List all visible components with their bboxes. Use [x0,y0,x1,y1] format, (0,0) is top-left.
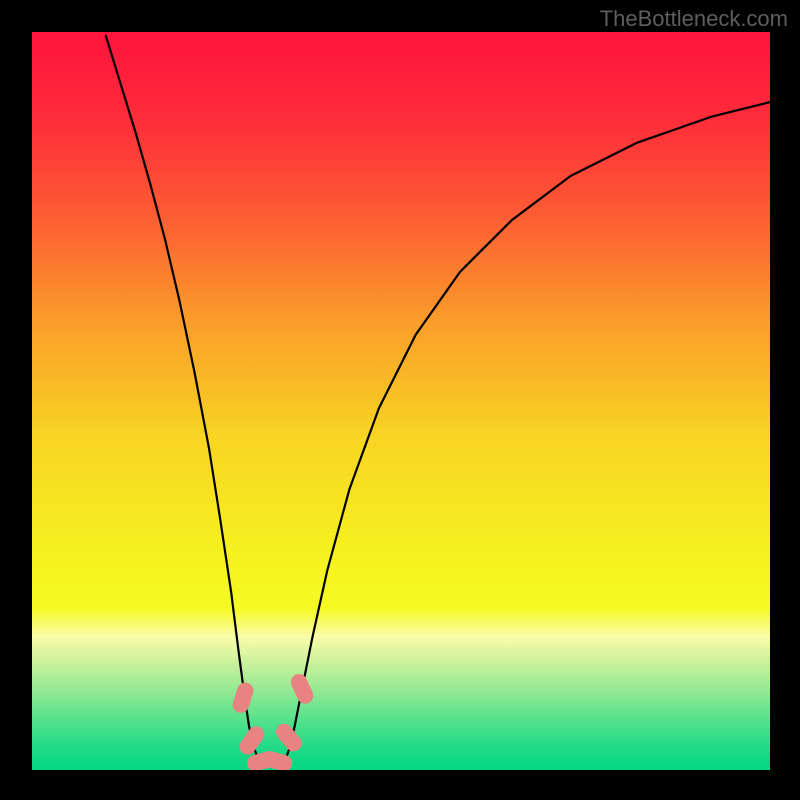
plot-svg [32,32,770,770]
attribution-text: TheBottleneck.com [600,6,788,32]
gradient-background [32,32,770,770]
chart-container: TheBottleneck.com [0,0,800,800]
plot-area [32,32,770,770]
